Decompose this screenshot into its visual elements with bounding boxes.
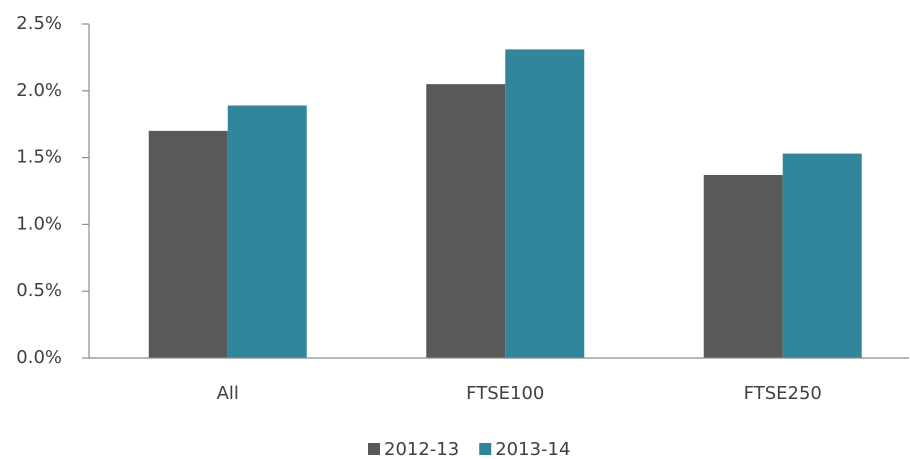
x-tick-label: FTSE100 <box>466 383 544 404</box>
x-tick-label: All <box>217 383 239 404</box>
y-tick-label: 1.0% <box>16 213 62 234</box>
legend-label: 2012-13 <box>384 439 459 459</box>
y-tick-label: 2.0% <box>16 80 62 101</box>
y-tick-label: 1.5% <box>16 147 62 168</box>
legend-swatch <box>368 443 380 455</box>
y-tick-label: 0.0% <box>16 347 62 368</box>
bar <box>148 130 228 358</box>
bar <box>703 174 783 358</box>
x-tick-label: FTSE250 <box>744 383 822 404</box>
bar <box>227 105 307 358</box>
legend-swatch <box>479 443 492 455</box>
y-tick-label: 2.5% <box>16 13 62 34</box>
y-tick-label: 0.5% <box>16 280 62 301</box>
bar <box>426 84 506 359</box>
legend-label: 2013-14 <box>495 439 570 459</box>
bar <box>782 153 862 358</box>
bar <box>505 49 585 358</box>
